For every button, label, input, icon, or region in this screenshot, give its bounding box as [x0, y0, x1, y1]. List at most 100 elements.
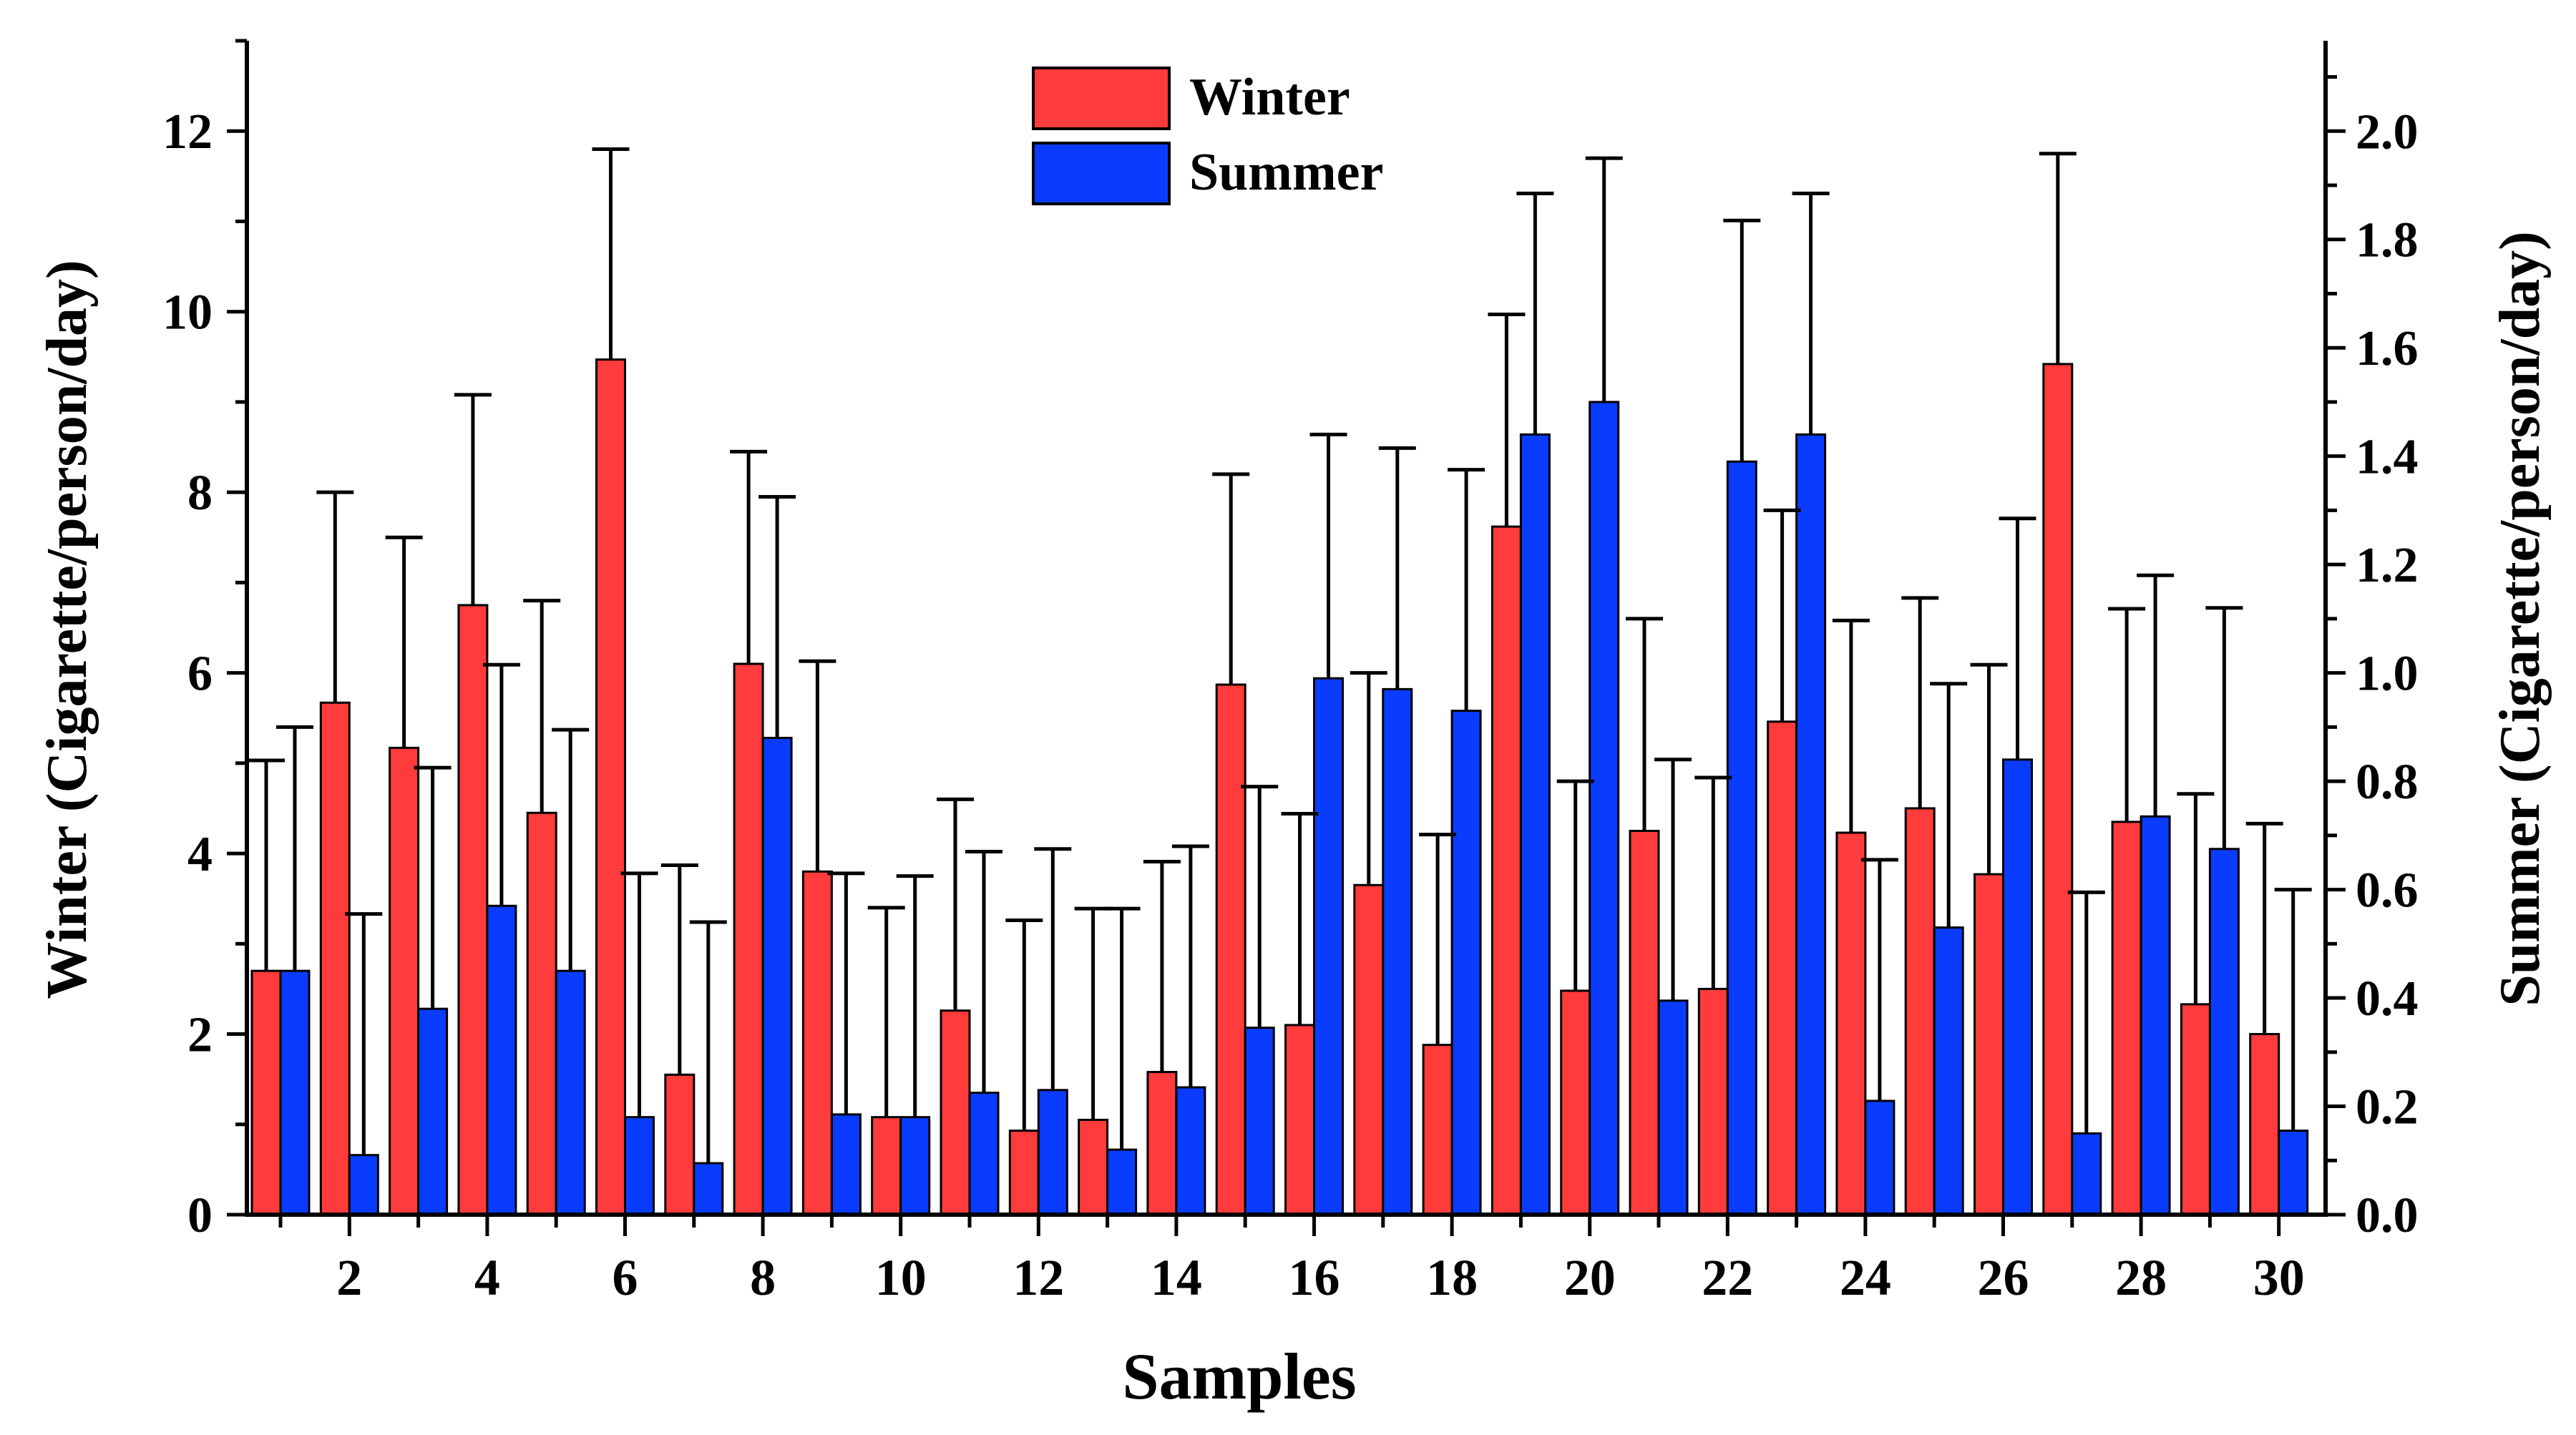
bar-winter — [1835, 831, 1867, 1216]
bar-winter — [319, 701, 351, 1216]
bar-winter — [2111, 821, 2142, 1216]
bar-winter — [1353, 883, 1385, 1216]
legend-swatch-summer — [1032, 142, 1171, 205]
bar-winter — [664, 1073, 696, 1216]
bar-summer — [830, 1113, 862, 1216]
y-tick-label-right: 0.8 — [2356, 755, 2419, 810]
legend-label-summer: Summer — [1189, 143, 1383, 202]
bar-winter — [1422, 1044, 1453, 1216]
x-tick-label: 22 — [1702, 1249, 1753, 1306]
y-tick-label-left: 0 — [187, 1188, 213, 1243]
y-tick-label-right: 1.2 — [2356, 538, 2419, 593]
bar-summer — [1864, 1099, 1896, 1216]
y-tick-label-right: 0.2 — [2356, 1080, 2419, 1135]
bar-winter — [250, 969, 282, 1216]
bar-winter — [2042, 363, 2074, 1216]
y-tick-label-right: 1.8 — [2356, 213, 2419, 268]
bar-summer — [1450, 710, 1482, 1216]
bar-winter — [1146, 1071, 1178, 1216]
bars-layer — [250, 358, 2309, 1216]
bar-winter — [801, 870, 833, 1216]
bar-summer — [1726, 460, 1757, 1216]
x-tick-label: 2 — [336, 1249, 362, 1306]
y-tick-label-left: 2 — [187, 1008, 213, 1063]
axes-layer: 0246810120.00.20.40.60.81.01.21.41.61.82… — [162, 39, 2419, 1306]
y-tick-label-right: 0.0 — [2356, 1188, 2419, 1243]
bar-winter — [1974, 873, 2004, 1216]
bar-winter — [1008, 1130, 1040, 1216]
x-tick-label: 18 — [1426, 1249, 1478, 1306]
bar-summer — [1106, 1148, 1138, 1216]
bar-summer — [348, 1154, 379, 1216]
bar-summer — [761, 737, 793, 1216]
bar-winter — [1284, 1024, 1315, 1216]
bar-winter — [1078, 1118, 1109, 1216]
bar-winter — [940, 1009, 971, 1216]
bar-summer — [417, 1007, 449, 1216]
y-tick-label-left: 12 — [162, 104, 213, 160]
x-tick-label: 26 — [1978, 1249, 2029, 1306]
bar-winter — [871, 1116, 902, 1216]
y-tick-label-right: 1.0 — [2356, 647, 2419, 702]
legend-label-winter: Winter — [1189, 68, 1350, 127]
x-tick-label: 20 — [1564, 1249, 1616, 1306]
bar-summer — [2208, 848, 2240, 1216]
bar-winter — [1215, 683, 1246, 1216]
legend-swatch-winter — [1032, 67, 1171, 130]
bar-summer — [1037, 1089, 1068, 1216]
legend: Winter Summer — [1032, 67, 1383, 205]
x-tick-label: 4 — [474, 1249, 500, 1306]
bar-summer — [1933, 926, 1964, 1216]
bar-summer — [486, 904, 517, 1216]
bar-summer — [1519, 433, 1551, 1216]
x-tick-label: 14 — [1151, 1249, 1202, 1306]
bar-winter — [526, 811, 557, 1216]
bar-summer — [2002, 758, 2033, 1216]
y-tick-label-left: 8 — [187, 466, 213, 521]
x-tick-label: 24 — [1840, 1249, 1891, 1306]
bar-winter — [1629, 830, 1660, 1216]
bar-summer — [1795, 433, 1827, 1216]
bar-winter — [1697, 987, 1729, 1216]
bar-summer — [1657, 999, 1689, 1216]
x-tick-label: 8 — [750, 1249, 776, 1306]
bar-winter — [733, 662, 764, 1216]
x-tick-label: 28 — [2115, 1249, 2167, 1306]
x-axis-label: Samples — [1122, 1340, 1356, 1413]
y-tick-label-right: 2.0 — [2356, 104, 2419, 160]
bar-summer — [2278, 1130, 2309, 1216]
y-tick-label-left: 4 — [187, 827, 213, 882]
bar-winter — [2249, 1033, 2280, 1216]
bar-summer — [899, 1116, 931, 1216]
bar-winter — [389, 746, 420, 1216]
bar-winter — [1767, 720, 1798, 1216]
y-axis-label-right: Summer (Cigarette/person/day) — [2489, 231, 2552, 1007]
bar-summer — [1313, 677, 1344, 1216]
x-tick-label: 10 — [875, 1249, 927, 1306]
bar-summer — [2140, 815, 2171, 1216]
y-axis-label-left: Winter (Cigarette/person/day) — [36, 260, 99, 999]
bar-winter — [2180, 1003, 2211, 1216]
bar-summer — [1382, 687, 1413, 1216]
y-tick-label-right: 0.4 — [2356, 971, 2419, 1027]
x-tick-label: 6 — [613, 1249, 638, 1306]
bar-summer — [555, 969, 586, 1216]
y-tick-label-right: 1.6 — [2356, 321, 2419, 376]
bar-summer — [1244, 1027, 1275, 1216]
x-tick-label: 12 — [1013, 1249, 1064, 1306]
x-tick-label: 30 — [2253, 1249, 2305, 1306]
y-tick-label-left: 6 — [187, 647, 213, 702]
bar-summer — [968, 1092, 1000, 1216]
bar-summer — [624, 1116, 655, 1216]
error-bars-layer — [248, 147, 2312, 1164]
bar-summer — [279, 969, 311, 1216]
bar-summer — [2071, 1132, 2102, 1216]
x-tick-label: 16 — [1289, 1249, 1340, 1306]
bar-summer — [1589, 401, 1620, 1216]
bar-winter — [1904, 807, 1936, 1216]
bar-winter — [1560, 989, 1591, 1216]
bar-summer — [1175, 1086, 1206, 1216]
y-tick-label-right: 0.6 — [2356, 863, 2419, 919]
